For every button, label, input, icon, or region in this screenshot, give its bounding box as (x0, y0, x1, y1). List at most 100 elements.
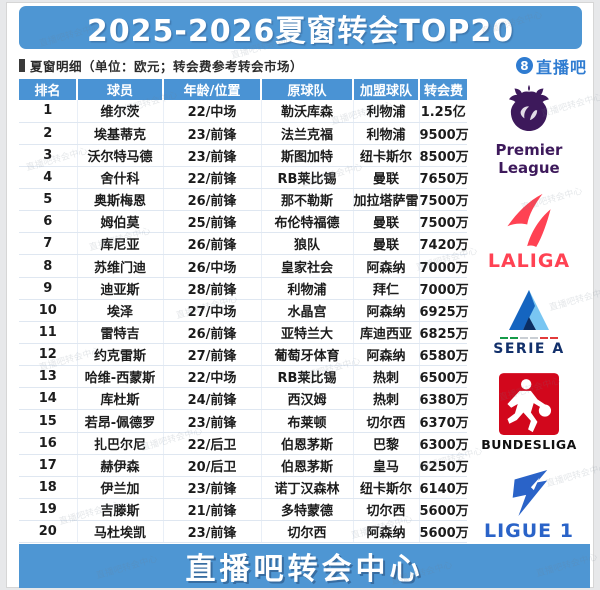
italy-flag-strip-icon (499, 337, 558, 340)
cell-player: 吉滕斯 (77, 498, 164, 522)
cell-age-position: 21/前锋 (163, 498, 262, 522)
table-row: 11 雷特吉 26/前锋 亚特兰大 库迪西亚 6825万 (19, 321, 469, 345)
cell-player: 伊兰加 (77, 476, 164, 500)
subheader: 夏窗明细（单位：欧元；转会费参考转会市场） 8 直播吧 (19, 53, 587, 78)
header-age-position: 年龄/位置 (163, 79, 262, 100)
table-row: 12 约克雷斯 27/前锋 葡萄牙体育 阿森纳 6580万 (19, 343, 469, 367)
cell-fee: 7420万 (419, 232, 469, 256)
cell-to-team: 阿森纳 (353, 520, 420, 544)
cell-to-team: 阿森纳 (353, 343, 420, 367)
bundesliga-logo-icon (498, 373, 559, 436)
league-premier: Premier League (495, 83, 563, 177)
ligue1-logo-icon (512, 469, 548, 517)
cell-from-team: 斯图加特 (261, 144, 354, 167)
cell-rank: 19 (19, 498, 78, 522)
table-row: 16 扎巴尔尼 22/后卫 伯恩茅斯 巴黎 6300万 (19, 432, 469, 455)
subtitle: 夏窗明细（单位：欧元；转会费参考转会市场） (19, 56, 303, 75)
cell-to-team: 纽卡斯尔 (353, 144, 420, 167)
cell-to-team: 曼联 (353, 166, 420, 190)
cell-age-position: 22/前锋 (163, 166, 262, 190)
cell-rank: 15 (19, 409, 78, 433)
cell-age-position: 26/前锋 (163, 232, 262, 256)
cell-fee: 7000万 (419, 254, 469, 278)
cell-from-team: RB莱比锡 (261, 166, 354, 190)
cell-fee: 7000万 (419, 277, 469, 300)
cell-to-team: 拜仁 (353, 277, 420, 300)
league-laliga: LALIGA (488, 192, 570, 272)
cell-fee: 6250万 (419, 454, 469, 477)
cell-age-position: 23/前锋 (163, 409, 262, 433)
header-player: 球员 (77, 79, 164, 100)
footer-banner: 直播吧转会中心 (19, 544, 590, 588)
cell-age-position: 23/前锋 (163, 520, 262, 544)
cell-age-position: 26/前锋 (163, 188, 262, 212)
transfer-table-body: 1 维尔茨 22/中场 勒沃库森 利物浦 1.25亿 2 埃基蒂克 23/前锋 法兰克福 利物浦 95… (19, 100, 469, 544)
header-to-team: 加盟球队 (353, 79, 420, 100)
cell-player: 维尔茨 (77, 100, 164, 123)
cell-rank: 13 (19, 365, 78, 389)
cell-to-team: 利物浦 (353, 122, 420, 145)
cell-to-team: 热刺 (353, 387, 420, 411)
table-row: 18 伊兰加 23/前锋 诺丁汉森林 纽卡斯尔 6140万 (19, 476, 469, 500)
cell-player: 迪亚斯 (77, 277, 164, 300)
cell-player: 雷特吉 (77, 321, 164, 345)
cell-fee: 6825万 (419, 321, 469, 345)
table-row: 10 埃泽 27/中场 水晶宫 阿森纳 6925万 (19, 299, 469, 322)
cell-age-position: 22/中场 (163, 365, 262, 389)
cell-age-position: 24/前锋 (163, 387, 262, 411)
cell-from-team: 葡萄牙体育 (261, 343, 354, 367)
cell-from-team: 布莱顿 (261, 409, 354, 433)
cell-fee: 6500万 (419, 365, 469, 389)
cell-rank: 17 (19, 454, 78, 477)
cell-rank: 9 (19, 277, 78, 300)
cell-to-team: 加拉塔萨雷 (353, 188, 420, 212)
cell-from-team: 法兰克福 (261, 122, 354, 145)
cell-fee: 6300万 (419, 432, 469, 455)
cell-from-team: RB莱比锡 (261, 365, 354, 389)
cell-age-position: 22/中场 (163, 100, 262, 123)
laliga-logo-icon (507, 194, 551, 248)
cell-player: 苏维门迪 (77, 254, 164, 278)
cell-player: 扎巴尔尼 (77, 432, 164, 455)
cell-from-team: 伯恩茅斯 (261, 432, 354, 455)
table-row: 8 苏维门迪 26/中场 皇家社会 阿森纳 7000万 (19, 254, 469, 278)
table-row: 4 舍什科 22/前锋 RB莱比锡 曼联 7650万 (19, 166, 469, 190)
cell-fee: 6140万 (419, 476, 469, 500)
laliga-label: LALIGA (487, 250, 571, 273)
cell-player: 赫伊森 (77, 454, 164, 477)
premier-league-logo-icon (509, 84, 549, 132)
cell-from-team: 伯恩茅斯 (261, 454, 354, 477)
cell-player: 舍什科 (77, 166, 164, 190)
cell-age-position: 26/中场 (163, 254, 262, 278)
cell-fee: 1.25亿 (419, 100, 467, 123)
serie-a-logo-icon (508, 290, 549, 331)
cell-rank: 7 (19, 232, 78, 256)
cell-age-position: 20/后卫 (163, 454, 262, 477)
cell-from-team: 利物浦 (261, 277, 354, 300)
cell-from-team: 皇家社会 (261, 254, 354, 278)
cell-player: 沃尔特马德 (77, 144, 164, 167)
cell-to-team: 切尔西 (353, 409, 420, 433)
cell-from-team: 西汉姆 (261, 387, 354, 411)
cell-rank: 20 (19, 520, 78, 544)
cell-age-position: 27/中场 (163, 299, 262, 322)
cell-rank: 11 (19, 321, 78, 345)
cell-player: 库尼亚 (77, 232, 164, 256)
premier-league-label-line1: Premier (495, 141, 563, 159)
cell-fee: 6370万 (419, 409, 469, 433)
cell-rank: 16 (19, 432, 78, 455)
cell-age-position: 25/前锋 (163, 210, 262, 234)
cell-rank: 8 (19, 254, 78, 278)
cell-to-team: 库迪西亚 (353, 321, 420, 345)
cell-player: 马杜埃凯 (77, 520, 164, 544)
cell-player: 姆伯莫 (77, 210, 164, 234)
cell-rank: 4 (19, 166, 78, 190)
cell-fee: 6925万 (419, 299, 469, 322)
league-logo-column: Premier League LALIGA SERIE A (469, 79, 589, 544)
cell-fee: 5600万 (419, 520, 469, 544)
cell-to-team: 切尔西 (353, 498, 420, 522)
header-fee: 转会费 (419, 79, 467, 100)
subtitle-marker-icon (19, 59, 25, 72)
league-ligue1: LIGUE 1 (484, 468, 574, 542)
cell-to-team: 利物浦 (353, 100, 420, 123)
